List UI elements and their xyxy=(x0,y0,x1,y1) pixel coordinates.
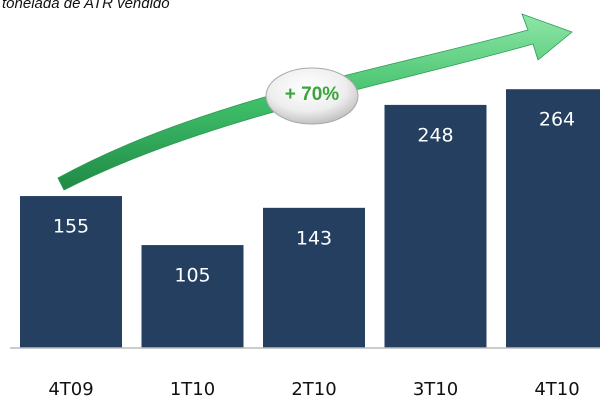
value-label: 105 xyxy=(174,265,210,287)
bar xyxy=(20,196,122,348)
value-label: 155 xyxy=(53,216,89,238)
annotation: + 70% xyxy=(285,84,340,105)
x-tick-label: 2T10 xyxy=(291,379,336,400)
x-tick-label: 3T10 xyxy=(413,379,458,400)
x-tick-label: 1T10 xyxy=(170,379,215,400)
bar xyxy=(506,89,600,349)
value-label: 248 xyxy=(417,124,453,146)
x-tick-label: 4T09 xyxy=(48,379,93,400)
value-label: 264 xyxy=(539,109,575,131)
bar xyxy=(384,104,487,349)
bar xyxy=(141,245,244,348)
bar xyxy=(263,207,365,348)
value-label: 143 xyxy=(296,227,332,249)
trend-arrow xyxy=(57,13,573,191)
bars xyxy=(20,89,600,349)
x-tick-label: 4T10 xyxy=(534,379,579,400)
annotation-oval xyxy=(265,67,359,125)
chart-title: tonelada de ATR vendido xyxy=(2,0,170,12)
